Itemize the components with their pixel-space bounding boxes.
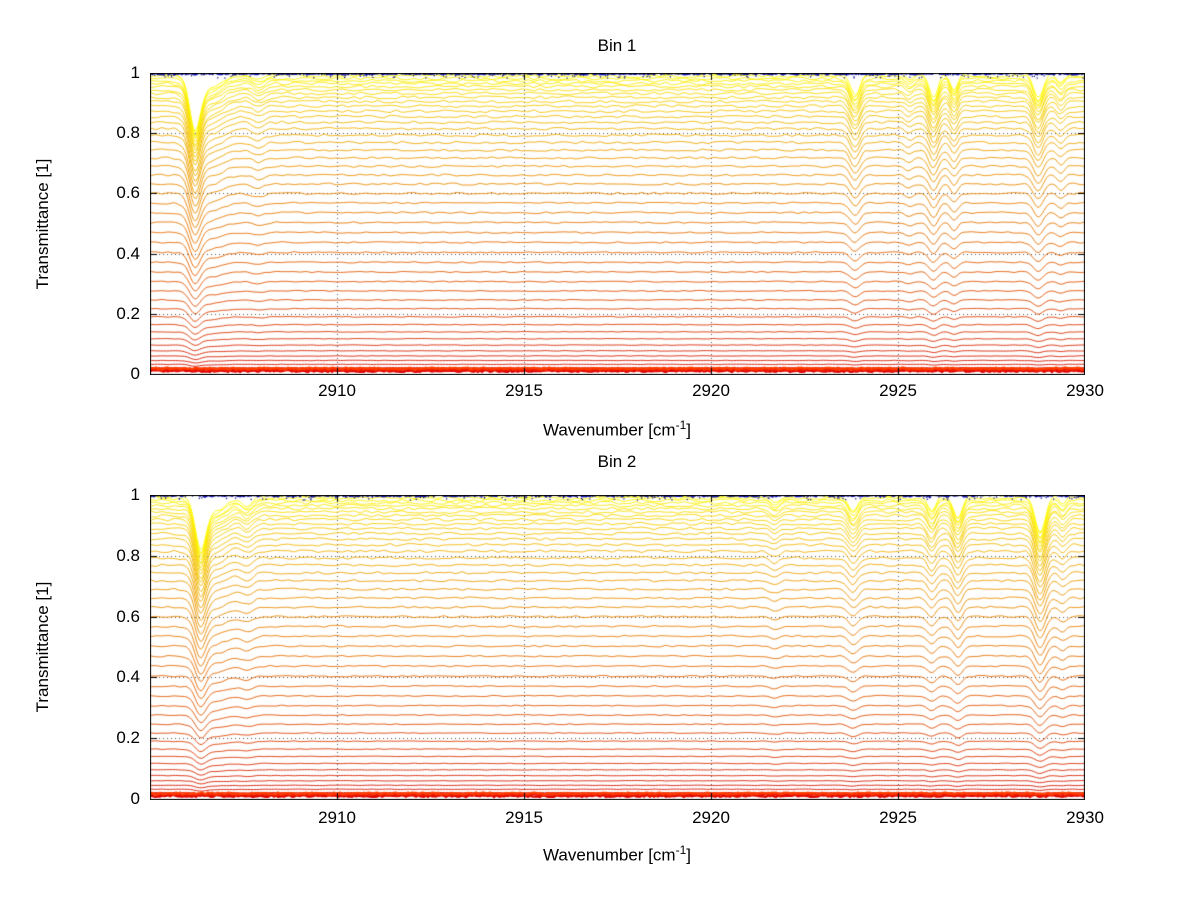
x-tick-label: 2930	[1066, 808, 1104, 827]
y-tick-label: 0.6	[116, 183, 140, 203]
x-axis-label-text: Wavenumber [cm	[543, 420, 676, 440]
y-tick-label: 0	[130, 789, 140, 808]
y-axis-label-bin1: Transmittance [1]	[33, 158, 52, 290]
y-tick-label: 0.8	[116, 545, 140, 565]
x-tick-label: 2920	[692, 381, 730, 400]
y-tick-label: 0.4	[116, 667, 140, 687]
x-axis-label-bin1: Wavenumber [cm-1]	[467, 418, 767, 441]
x-axis-label-sup: -1	[675, 843, 687, 857]
x-tick-label: 2930	[1066, 381, 1104, 400]
y-tick-label: 1	[130, 485, 140, 504]
x-axis-label-bin2: Wavenumber [cm-1]	[467, 843, 767, 866]
x-tick-label: 2915	[505, 808, 543, 827]
y-tick-label: 1	[130, 63, 140, 82]
x-axis-label-close: ]	[686, 845, 691, 865]
plot-title-bin1: Bin 1	[597, 36, 637, 55]
x-tick-label: 2920	[692, 808, 730, 827]
x-tick-label: 2915	[505, 381, 543, 400]
bin2-plot-canvas	[150, 495, 1085, 800]
x-tick-label: 2925	[879, 808, 917, 827]
y-tick-label: 0.2	[116, 303, 140, 323]
y-tick-label: 0	[130, 364, 140, 383]
y-tick-label: 0.4	[116, 243, 140, 263]
x-tick-label: 2925	[879, 381, 917, 400]
x-axis-label-close: ]	[686, 420, 691, 440]
x-axis-label-text: Wavenumber [cm	[543, 845, 676, 865]
plot-title-bin2: Bin 2	[597, 452, 637, 471]
y-tick-label: 0.6	[116, 606, 140, 626]
y-tick-label: 0.2	[116, 728, 140, 748]
y-tick-label: 0.8	[116, 123, 140, 143]
x-tick-label: 2910	[318, 808, 356, 827]
x-axis-label-sup: -1	[675, 418, 687, 432]
y-axis-label-bin2: Transmittance [1]	[33, 581, 52, 713]
x-tick-label: 2910	[318, 381, 356, 400]
bin1-plot-canvas	[150, 73, 1085, 375]
